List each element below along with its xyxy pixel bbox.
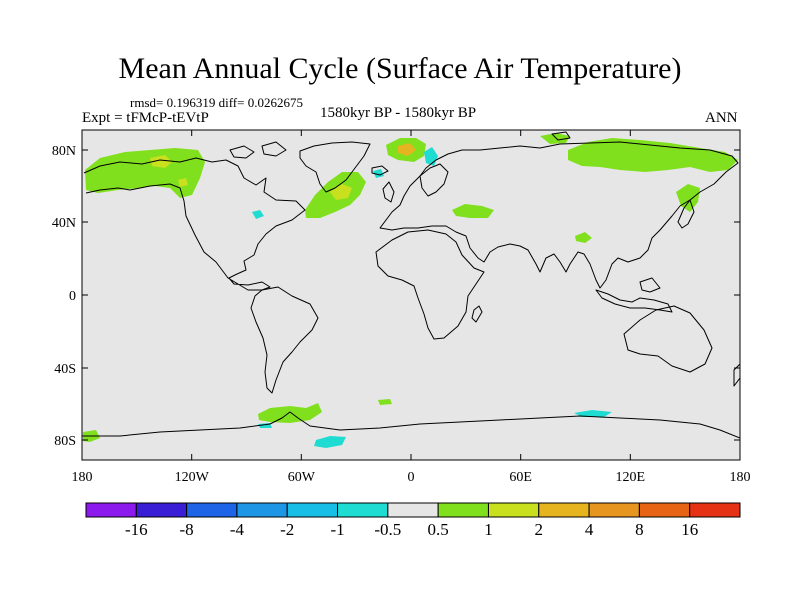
map-title: Mean Annual Cycle (Surface Air Temperatu… xyxy=(118,52,682,85)
anomaly-patch-greatlakes-cool xyxy=(252,210,264,219)
colorbar-swatch xyxy=(85,502,137,518)
colorbar-label: -8 xyxy=(180,520,194,539)
colorbar-swatch xyxy=(135,502,188,518)
colorbar-label: -1 xyxy=(330,520,344,539)
colorbar-label: 2 xyxy=(535,520,544,539)
coastline-greenland xyxy=(299,141,371,193)
anomaly-patch-siberia xyxy=(568,138,738,172)
colorbar-swatch xyxy=(236,502,288,518)
coastline-antarctica xyxy=(82,411,740,439)
anomaly-patch-svalbard-yellow xyxy=(398,143,416,156)
colorbar-swatch xyxy=(538,502,590,518)
colorbar-swatch xyxy=(437,502,489,518)
period-label: 1580kyr BP - 1580kyr BP xyxy=(320,105,477,121)
season-label: ANN xyxy=(705,110,738,126)
colorbar-label: 1 xyxy=(484,520,493,539)
coastline-australia xyxy=(623,305,713,373)
coastline-madagascar xyxy=(471,305,483,323)
coastline-japan xyxy=(677,199,695,229)
lon-tick-label: 120W xyxy=(175,470,210,485)
lon-tick-label: 180 xyxy=(730,470,751,485)
anomaly-patch-caspian xyxy=(452,204,494,218)
colorbar-swatch xyxy=(689,502,741,518)
coastline-north-america xyxy=(83,157,306,291)
coastline-new-zealand xyxy=(733,363,740,387)
colorbar-swatch xyxy=(337,502,389,518)
lat-tick-label: 80S xyxy=(54,434,76,449)
colorbar-swatch xyxy=(286,502,339,518)
anomaly-patch-indian-antarctic-cool xyxy=(574,410,612,417)
colorbar-label: 16 xyxy=(681,520,698,539)
stats-text: rmsd= 0.196319 diff= 0.0262675 xyxy=(130,95,303,110)
colorbar-label: 4 xyxy=(585,520,594,539)
lat-tick-label: 40S xyxy=(54,362,76,377)
colorbar-label: 8 xyxy=(635,520,644,539)
coastline-africa xyxy=(375,229,485,340)
lon-tick-label: 180 xyxy=(72,470,93,485)
lon-axis: 180 120W 60W 0 60E 120E 180 xyxy=(72,130,751,485)
anomaly-patch-himalaya xyxy=(575,232,592,243)
colorbar-swatch xyxy=(487,502,540,518)
colorbar-swatch xyxy=(387,502,439,518)
colorbar-label: -16 xyxy=(125,520,148,539)
colorbar-swatch xyxy=(588,502,640,518)
anomaly-patch-alaska-yellow xyxy=(150,155,172,168)
anomaly-patch-alaska-small xyxy=(178,178,188,187)
coastline-south-america xyxy=(250,286,319,394)
coastline-arctic-islands xyxy=(229,131,571,159)
colorbar-label: -0.5 xyxy=(374,520,401,539)
lat-tick-label: 80N xyxy=(52,144,76,159)
experiment-label: Expt = tFMcP-tEVtP xyxy=(82,110,209,126)
anomaly-patch-iceland-cool xyxy=(373,169,384,178)
lon-tick-label: 60W xyxy=(288,470,316,485)
coastline-britain xyxy=(382,181,395,203)
colorbar-swatch xyxy=(186,502,238,518)
anomaly-patch-antarctic-peninsula xyxy=(258,403,322,423)
lat-tick-label: 0 xyxy=(69,289,76,304)
anomaly-patch-weddell-cool xyxy=(314,436,346,448)
colorbar-swatch xyxy=(638,502,691,518)
coastline-iceland xyxy=(371,165,389,176)
lon-tick-label: 60E xyxy=(509,470,532,485)
coastline-maritime-continent xyxy=(595,277,673,313)
colorbar-label: -2 xyxy=(280,520,294,539)
lon-tick-label: 0 xyxy=(408,470,415,485)
lat-tick-label: 40N xyxy=(52,216,76,231)
anomaly-patch-greenland-sea-yellow xyxy=(330,184,352,200)
colorbar: -16 -8 -4 -2 -1 -0.5 0.5 1 2 4 8 16 xyxy=(85,502,741,539)
coastlines xyxy=(82,131,740,439)
anomaly-patch-south-atlantic xyxy=(378,399,392,405)
anomaly-patch-barents xyxy=(540,133,570,144)
coastline-scandinavia xyxy=(419,163,449,197)
colorbar-label: 0.5 xyxy=(428,520,449,539)
lat-axis: 80N 40N 0 40S 80S xyxy=(52,144,740,449)
lon-tick-label: 120E xyxy=(616,470,646,485)
coastline-eurasia xyxy=(379,141,739,289)
colorbar-label: -4 xyxy=(230,520,245,539)
